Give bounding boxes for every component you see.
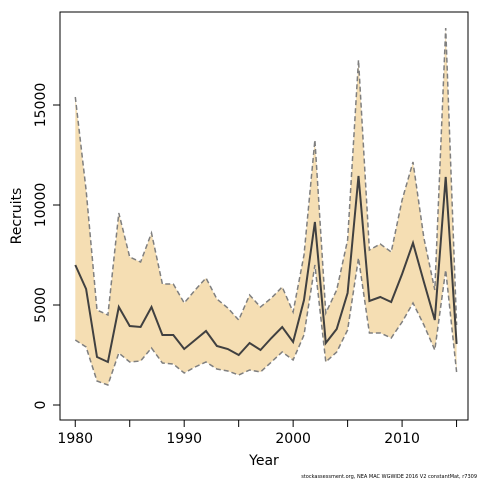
footnote: stockassessment.org, NEA MAC WGWIDE 2016…: [301, 474, 477, 480]
y-tick-label: 10000: [33, 183, 49, 228]
x-tick-label: 2010: [384, 431, 420, 447]
upper-bound: [74, 27, 458, 326]
plot-frame: [59, 11, 469, 421]
x-tick-label: 2000: [275, 431, 311, 447]
y-axis-label: Recruits: [9, 188, 25, 245]
lower-bound: [74, 257, 458, 386]
x-tick-label: 1990: [166, 431, 202, 447]
x-axis-label: Year: [248, 453, 279, 469]
y-tick-label: 0: [33, 401, 49, 410]
confidence-band: [75, 28, 457, 385]
y-tick-label: 15000: [33, 83, 49, 128]
x-tick-label: 1980: [57, 431, 93, 447]
y-tick-label: 5000: [33, 287, 49, 323]
estimate-line: [74, 175, 458, 364]
